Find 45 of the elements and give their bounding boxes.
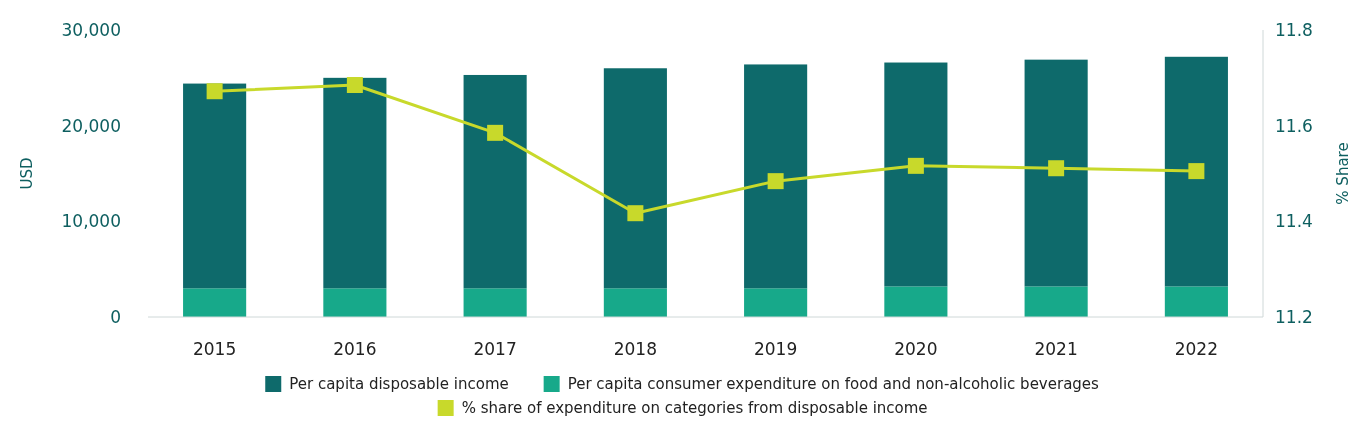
bar: [323, 288, 387, 317]
bar: [744, 64, 808, 289]
y2-tick-label: 11.8: [1275, 20, 1313, 40]
y-tick-label: 10,000: [61, 211, 121, 232]
bar: [323, 77, 387, 289]
bar: [463, 288, 527, 317]
y-tick-label: 0: [110, 307, 121, 327]
point: [1048, 160, 1065, 177]
y-tick-label: 30,000: [61, 20, 121, 40]
point: [627, 205, 644, 222]
bar: [744, 288, 808, 317]
y2-tick-label: 11.4: [1275, 211, 1313, 232]
y-axis-title: USD: [18, 157, 36, 190]
x-tick-label: 2016: [333, 339, 377, 359]
bar: [463, 74, 527, 289]
x-tick-label: 2015: [192, 339, 237, 359]
y-tick-label: 20,000: [61, 115, 121, 136]
point: [487, 124, 504, 141]
bar: [603, 288, 667, 317]
bar: [183, 288, 247, 317]
point: [206, 83, 223, 100]
bar: [603, 68, 667, 289]
point: [907, 157, 924, 174]
legend-label: Per capita consumer expenditure on food and non-alcoholic beverages: [567, 375, 1100, 393]
bar: [183, 83, 247, 289]
y2-tick-label: 11.6: [1275, 115, 1313, 136]
bar: [1164, 286, 1228, 317]
x-tick-label: 2022: [1174, 339, 1219, 359]
legend-label: Per capita disposable income: [289, 375, 509, 393]
point: [1188, 163, 1205, 180]
y2-tick-label: 11.2: [1275, 307, 1313, 327]
bar: [884, 62, 948, 287]
x-tick-label: 2021: [1034, 339, 1078, 359]
bar: [884, 286, 948, 317]
bar: [1024, 286, 1088, 317]
point: [767, 173, 784, 190]
x-tick-label: 2017: [473, 339, 517, 359]
legend-label: % share of expenditure on categories from disposable income: [461, 399, 928, 417]
x-tick-label: 2020: [894, 339, 938, 359]
x-tick-label: 2018: [613, 339, 658, 359]
point: [346, 77, 363, 94]
bar: [1164, 56, 1228, 287]
x-tick-label: 2019: [753, 339, 798, 359]
bar: [1024, 59, 1088, 287]
y2-axis-title: % Share: [1334, 142, 1352, 205]
